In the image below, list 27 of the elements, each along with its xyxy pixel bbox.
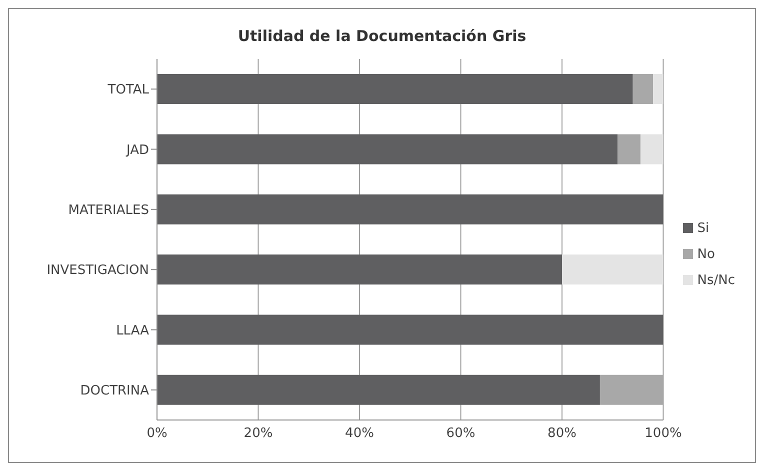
y-tick-label: INVESTIGACION: [46, 263, 149, 278]
x-tick-label: 40%: [345, 426, 374, 442]
bar: [157, 194, 664, 224]
chart-title: Utilidad de la Documentación Gris: [236, 26, 528, 47]
bar: [157, 314, 664, 345]
x-tick-label: 100%: [644, 426, 682, 442]
x-tick-label: 80%: [548, 426, 576, 442]
bar: [562, 254, 664, 285]
x-tick-label: 0%: [146, 426, 168, 442]
x-tick-label: 20%: [244, 426, 273, 442]
y-tick-label: TOTAL: [106, 82, 150, 98]
bar: [157, 134, 618, 164]
bar: [632, 74, 654, 104]
x-tick-label: 60%: [446, 426, 476, 442]
legend-label: Si: [697, 220, 710, 236]
bar: [640, 134, 664, 164]
y-tick-label: MATERIALES: [68, 203, 149, 218]
y-tick-label: LLAA: [116, 323, 150, 338]
legend-label: Ns/Nc: [697, 272, 735, 288]
bar: [157, 374, 600, 405]
legend-label: No: [697, 246, 715, 262]
y-tick-label: JAD: [125, 142, 149, 158]
bar: [653, 74, 664, 104]
bar: [157, 74, 633, 104]
y-tick-label: DOCTRINA: [80, 384, 150, 399]
bar: [157, 254, 562, 285]
bar: [618, 134, 640, 164]
